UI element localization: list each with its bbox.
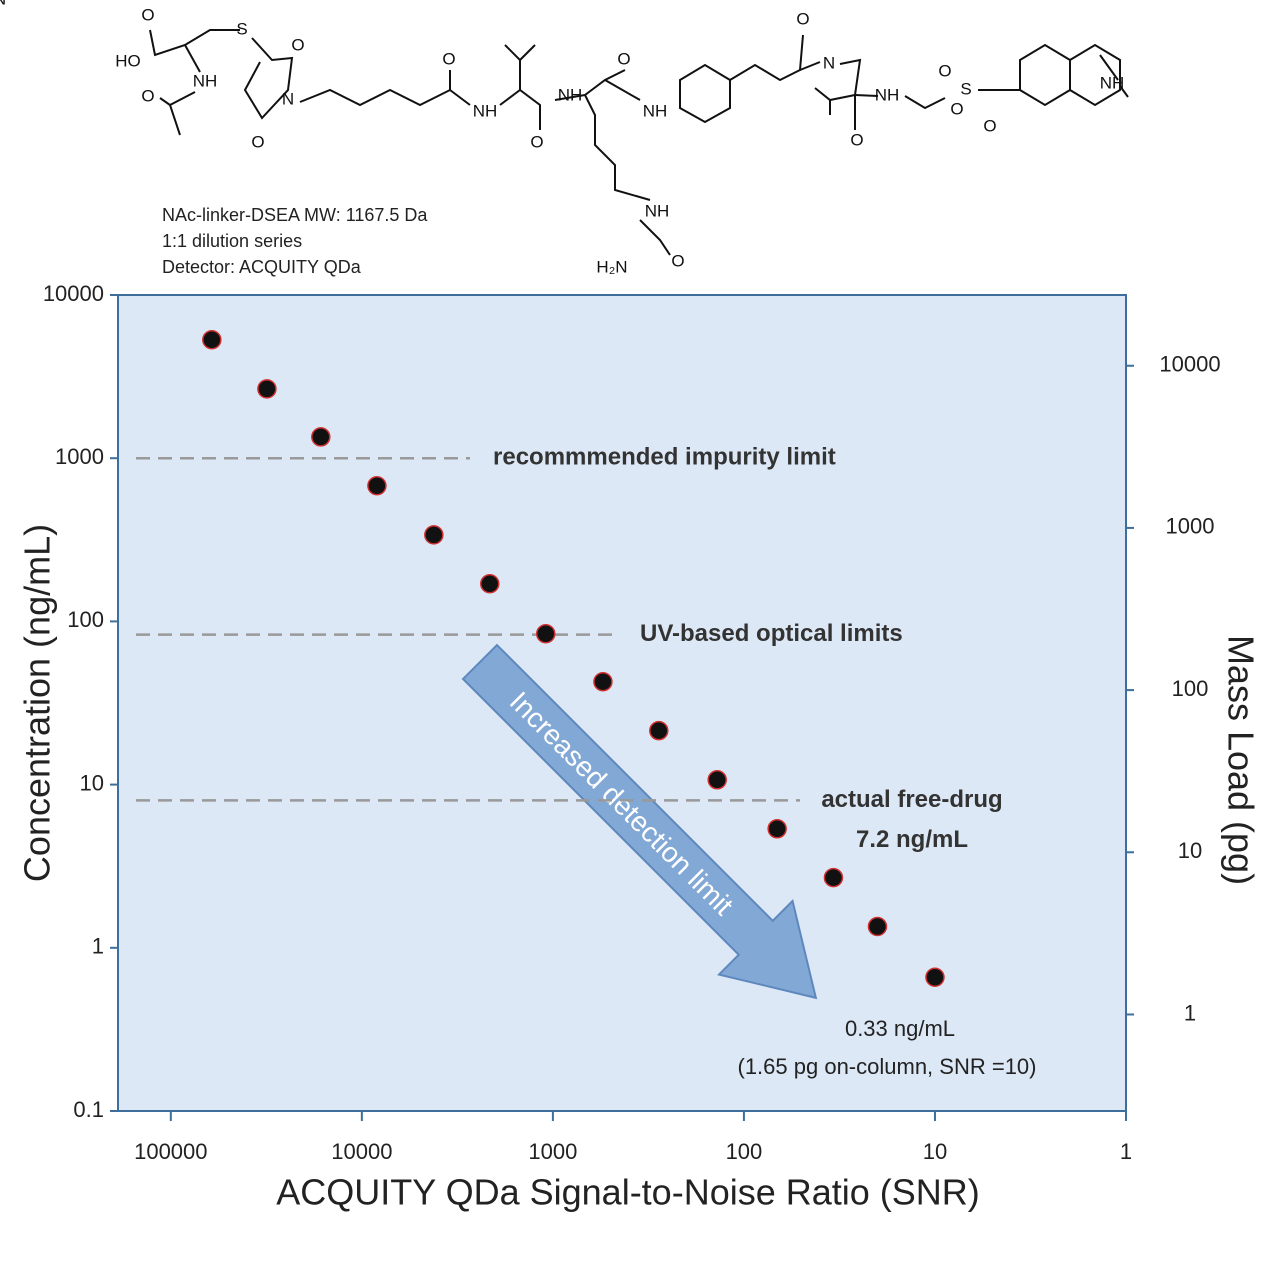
- y-tick-label: 10: [80, 770, 104, 795]
- caption-line: 1:1 dilution series: [162, 231, 302, 251]
- atom-label: NH: [193, 71, 218, 90]
- structure-caption: NAc-linker-DSEA MW: 1167.5 Da 1:1 dilutio…: [162, 205, 428, 277]
- atom-label: O: [291, 35, 304, 54]
- data-point: [480, 574, 500, 594]
- atom-label: NH: [473, 101, 498, 120]
- y-tick-label: 100: [67, 607, 104, 632]
- y2-tick-label: 100: [1172, 676, 1209, 701]
- atom-label: NH: [643, 101, 668, 120]
- y2-tick-label: 1: [1184, 1000, 1196, 1025]
- y-tick-label: 1: [92, 934, 104, 959]
- y-tick-label: 10000: [43, 281, 104, 306]
- atom-label: O: [141, 86, 154, 105]
- atom-label: NH: [558, 85, 583, 104]
- data-point: [707, 770, 727, 790]
- data-point: [767, 819, 787, 839]
- reference-label: UV-based optical limits: [640, 620, 903, 647]
- y2-tick-label: 1000: [1166, 514, 1215, 539]
- reference-label: recommmended impurity limit: [493, 444, 836, 471]
- data-point: [535, 624, 556, 644]
- data-point: [367, 475, 387, 496]
- y2-tick-label: 10000: [1159, 352, 1220, 377]
- caption-line: Detector: ACQUITY QDa: [162, 257, 362, 277]
- atom-label: NH: [1100, 73, 1125, 92]
- atom-label: O: [983, 116, 996, 135]
- y-axis-title: Concentration (ng/mL): [17, 524, 58, 882]
- atom-label: O: [251, 132, 264, 151]
- atom-label: O: [141, 5, 154, 24]
- data-point: [424, 525, 444, 545]
- atom-label: NH: [875, 85, 900, 104]
- atom-label: H₂N: [596, 257, 627, 276]
- y2-tick-label: 10: [1178, 838, 1202, 863]
- reference-label: actual free-drug: [821, 786, 1002, 813]
- atom-label: N: [823, 53, 835, 72]
- atom-label: NH: [645, 201, 670, 220]
- atom-label: N: [0, 0, 6, 8]
- x-axis-title: ACQUITY QDa Signal-to-Noise Ratio (SNR): [276, 1172, 980, 1213]
- data-point: [925, 967, 945, 988]
- atom-label: N: [282, 89, 294, 108]
- x-tick-label: 1: [1120, 1139, 1132, 1164]
- y-tick-label: 0.1: [73, 1097, 104, 1122]
- arrow-shape: [461, 643, 818, 1000]
- plot-area: [117, 294, 1127, 1112]
- atom-label: O: [442, 49, 455, 68]
- annotation: 0.33 ng/mL: [845, 1016, 955, 1041]
- x-tick-label: 10: [923, 1139, 947, 1164]
- y2-axis-title: Mass Load (pg): [1220, 635, 1261, 885]
- atom-label: O: [617, 49, 630, 68]
- data-point: [649, 720, 669, 741]
- x-tick-label: 100: [726, 1139, 763, 1164]
- atom-label: O: [950, 99, 963, 118]
- x-tick-label: 100000: [134, 1139, 207, 1164]
- data-point: [593, 671, 613, 692]
- data-point: [257, 379, 277, 399]
- atom-label: HO: [115, 51, 141, 70]
- chemical-structure: [149, 29, 1129, 256]
- reference-sublabel: 7.2 ng/mL: [856, 826, 968, 853]
- data-point: [867, 916, 888, 937]
- x-tick-label: 10000: [331, 1139, 392, 1164]
- caption-line: NAc-linker-DSEA MW: 1167.5 Da: [162, 205, 428, 225]
- data-point: [202, 329, 222, 350]
- atom-label: S: [236, 19, 247, 38]
- annotation: (1.65 pg on-column, SNR =10): [738, 1054, 1037, 1079]
- atom-label: O: [850, 130, 863, 149]
- data-point: [823, 867, 844, 888]
- atom-label: O: [796, 9, 809, 28]
- data-point: [311, 427, 331, 447]
- y-tick-label: 1000: [55, 444, 104, 469]
- atom-label: S: [960, 79, 971, 98]
- atom-label: O: [938, 61, 951, 80]
- x-tick-label: 1000: [528, 1139, 577, 1164]
- atom-label: O: [530, 132, 543, 151]
- atom-label: O: [671, 251, 684, 270]
